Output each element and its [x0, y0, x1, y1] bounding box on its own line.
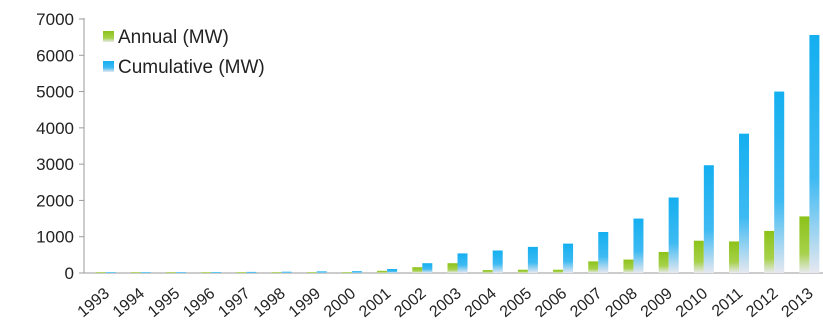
- x-tick-label: 1996: [180, 285, 218, 321]
- bar-annual: [341, 272, 352, 273]
- bar-cumulative: [105, 272, 116, 273]
- bar-cumulative: [281, 271, 292, 273]
- y-tick-label: 4000: [36, 119, 74, 138]
- bar-annual: [799, 216, 810, 273]
- bar-cumulative: [739, 133, 750, 273]
- x-tick-label: 2003: [427, 285, 465, 321]
- x-tick-label: 2007: [567, 285, 605, 321]
- bar-cumulative: [527, 246, 538, 273]
- y-tick-label: 7000: [36, 10, 74, 29]
- bar-annual: [412, 267, 423, 273]
- x-tick-label: 2000: [321, 285, 359, 321]
- bars: [95, 34, 820, 273]
- bar-cumulative: [457, 253, 468, 273]
- y-axis: 0 1000 2000 3000 4000 5000 6000 7000: [36, 10, 85, 283]
- x-tick-label: 2010: [673, 285, 711, 321]
- bar-annual: [482, 270, 493, 273]
- x-tick-label: 2011: [709, 285, 746, 320]
- bar-annual: [271, 272, 282, 273]
- bar-annual: [95, 272, 106, 273]
- x-tick-label: 2012: [743, 285, 781, 321]
- legend-label-annual: Annual (MW): [118, 27, 229, 48]
- bar-annual: [130, 272, 141, 273]
- x-tick-label: 1998: [251, 285, 289, 321]
- bar-cumulative: [598, 231, 609, 273]
- bar-cumulative: [246, 271, 257, 273]
- y-tick-label: 2000: [36, 191, 74, 210]
- y-tick-label: 6000: [36, 46, 74, 65]
- x-tick-label: 2009: [638, 285, 676, 321]
- bar-cumulative: [316, 271, 327, 273]
- y-tick-label: 3000: [36, 155, 74, 174]
- bar-annual: [447, 263, 458, 273]
- x-axis: 1993199419951996199719981999200020012002…: [75, 272, 823, 321]
- bar-cumulative: [703, 165, 714, 273]
- x-tick-label: 2002: [391, 285, 429, 321]
- bar-annual: [588, 261, 599, 273]
- bar-annual: [306, 272, 317, 273]
- bar-annual: [553, 269, 564, 273]
- bar-annual: [165, 272, 176, 273]
- bar-annual: [517, 269, 528, 273]
- legend-label-cumulative: Cumulative (MW): [118, 57, 265, 78]
- x-tick-label: 1995: [145, 285, 183, 321]
- legend-swatch-annual: [103, 31, 114, 42]
- bar-cumulative: [633, 218, 644, 273]
- bar-cumulative: [387, 269, 398, 273]
- bar-annual: [623, 259, 634, 273]
- x-tick-label: 2005: [497, 285, 535, 321]
- y-tick-label: 5000: [36, 83, 74, 102]
- x-tick-label: 1993: [75, 285, 113, 321]
- bar-cumulative: [668, 197, 679, 273]
- bar-annual: [658, 251, 669, 273]
- bar-cumulative: [351, 271, 362, 273]
- legend: Annual (MW) Cumulative (MW): [103, 27, 265, 78]
- x-tick-label: 2001: [356, 285, 394, 321]
- bar-cumulative: [774, 91, 785, 273]
- x-tick-label: 2008: [603, 285, 641, 321]
- x-tick-label: 2013: [778, 285, 816, 321]
- x-tick-label: 1994: [110, 285, 148, 321]
- bar-cumulative: [175, 272, 186, 273]
- legend-swatch-cumulative: [103, 61, 114, 72]
- bar-cumulative: [140, 272, 151, 273]
- bar-annual: [693, 240, 704, 273]
- bar-annual: [729, 241, 740, 273]
- x-tick-label: 1999: [286, 285, 324, 321]
- bar-annual: [236, 272, 247, 273]
- y-tick-label: 0: [65, 264, 74, 283]
- bar-annual: [764, 230, 775, 273]
- bar-cumulative: [563, 243, 574, 273]
- bar-cumulative: [211, 272, 222, 273]
- x-tick-label: 1997: [215, 285, 253, 321]
- y-tick-label: 1000: [36, 228, 74, 247]
- bar-cumulative: [492, 250, 503, 273]
- bar-cumulative: [809, 34, 820, 273]
- bar-cumulative: [422, 263, 433, 273]
- bar-annual: [201, 272, 212, 273]
- x-tick-label: 2004: [462, 285, 500, 321]
- bar-annual: [377, 270, 388, 273]
- x-tick-label: 2006: [532, 285, 570, 321]
